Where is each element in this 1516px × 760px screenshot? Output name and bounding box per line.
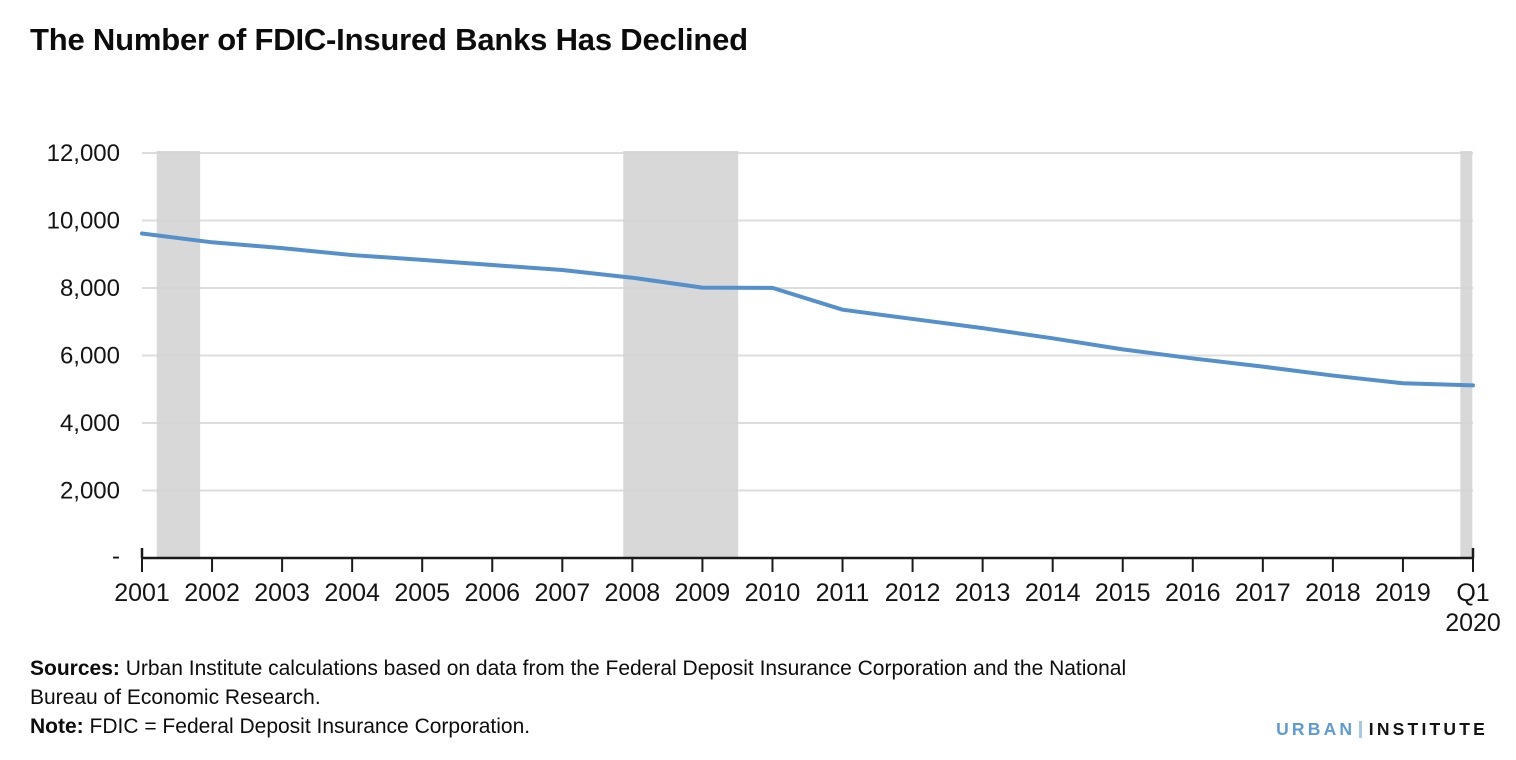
x-tick-label: 2006 bbox=[464, 579, 520, 607]
page-title: The Number of FDIC-Insured Banks Has Dec… bbox=[30, 22, 748, 57]
x-tick-label: 2002 bbox=[184, 579, 240, 607]
y-tick-label: - bbox=[112, 543, 120, 570]
logo-separator bbox=[1359, 721, 1362, 738]
x-tick-label: 2005 bbox=[394, 579, 450, 607]
x-tick-label: 2009 bbox=[675, 579, 731, 607]
note-text: FDIC = Federal Deposit Insurance Corpora… bbox=[83, 715, 531, 738]
x-tick-label: 2017 bbox=[1235, 579, 1291, 607]
x-tick-label: Q1 2020 bbox=[1445, 579, 1501, 637]
x-tick-label: 2016 bbox=[1165, 579, 1221, 607]
note-label: Note: bbox=[30, 715, 84, 738]
x-tick-label: 2011 bbox=[816, 579, 870, 607]
logo-institute-text: INSTITUTE bbox=[1368, 719, 1488, 739]
y-tick-label: 8,000 bbox=[60, 275, 120, 302]
recession-band bbox=[1460, 151, 1473, 558]
banks-trend-line bbox=[140, 231, 1475, 388]
sources-line-1: Sources: Urban Institute calculations ba… bbox=[30, 654, 1250, 683]
x-tick-label: 2013 bbox=[955, 579, 1011, 607]
x-tick-label: 2015 bbox=[1095, 579, 1151, 607]
x-tick-label: 2010 bbox=[745, 579, 801, 607]
x-tick-label: 2004 bbox=[324, 579, 380, 607]
recession-band bbox=[623, 151, 739, 558]
x-tick-label: 2014 bbox=[1025, 579, 1081, 607]
x-tick-label: 2003 bbox=[254, 579, 310, 607]
y-tick-label: 12,000 bbox=[47, 140, 120, 167]
y-tick-label: 2,000 bbox=[60, 478, 120, 505]
y-tick-label: 10,000 bbox=[47, 208, 120, 235]
line-chart: - 2,000 4,000 6,000 8,000 10,000 12,000 2001 200… bbox=[47, 140, 1501, 637]
x-tick-label: 2001 bbox=[114, 579, 170, 607]
x-tick-label: 2012 bbox=[885, 579, 941, 607]
y-tick-label: 6,000 bbox=[60, 343, 120, 370]
sources-line-2: Bureau of Economic Research. bbox=[30, 686, 321, 709]
sources-text: Urban Institute calculations based on da… bbox=[119, 657, 1127, 680]
x-tick-label: 2018 bbox=[1305, 579, 1361, 607]
x-tick-label: 2007 bbox=[535, 579, 591, 607]
x-tick-label: 2008 bbox=[605, 579, 661, 607]
x-tick-label: 2019 bbox=[1375, 579, 1431, 607]
sources-label: Sources: bbox=[30, 657, 120, 680]
recession-band bbox=[156, 151, 201, 558]
note-line: Note: FDIC = Federal Deposit Insurance C… bbox=[30, 712, 1250, 741]
source-note: Sources: Urban Institute calculations ba… bbox=[30, 654, 1250, 741]
logo-urban-text: URBAN bbox=[1276, 719, 1356, 739]
urban-institute-logo: URBAN INSTITUTE bbox=[1276, 719, 1488, 740]
y-tick-label: 4,000 bbox=[60, 410, 120, 437]
